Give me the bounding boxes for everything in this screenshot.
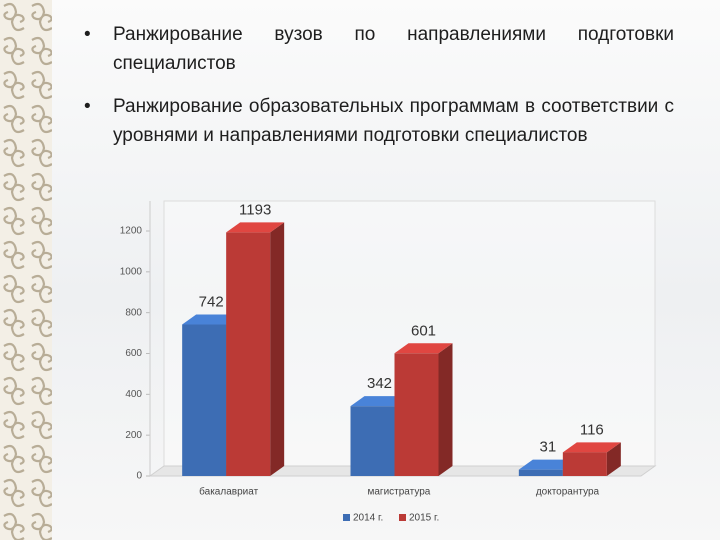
legend-label: 2015 г. [409,513,439,524]
value-label: 601 [411,322,436,339]
bullet: Ранжирование образовательных программам … [84,92,674,150]
bar-top [182,314,241,325]
bar [182,324,227,476]
bar-top [562,442,621,453]
bullet: Ранжирование вузов по направлениями подг… [84,20,674,78]
value-label: 742 [199,293,224,310]
bar-top [350,396,409,407]
value-label: 342 [367,375,392,392]
y-tick-label: 600 [125,348,142,359]
bar-top [518,459,577,470]
value-label: 1193 [239,201,271,218]
y-tick-label: 1000 [120,266,143,277]
ornament-border [0,0,52,540]
bar [226,232,271,476]
bar [518,469,563,476]
ornament [0,0,52,540]
x-tick-label: бакалавриат [199,486,258,498]
bar [350,406,395,476]
y-tick-label: 200 [125,430,142,441]
value-label: 116 [580,421,604,438]
legend-swatch [399,514,406,521]
bar [394,353,439,476]
x-tick-label: магистратура [368,487,431,498]
y-tick-label: 0 [136,471,142,482]
y-tick-label: 800 [125,307,142,318]
x-tick-label: докторантура [536,487,600,498]
bar [562,452,607,476]
legend-swatch [343,514,350,521]
bar-top [394,343,453,354]
legend-label: 2014 г. [353,513,383,524]
bullet-list: Ранжирование вузов по направлениями подг… [84,20,674,164]
bar-side [606,442,621,476]
y-tick-label: 400 [125,389,142,400]
bar-top [226,222,285,233]
bar-side [438,343,453,476]
bar-side [270,222,285,476]
value-label: 31 [539,439,556,456]
y-tick-label: 1200 [120,226,143,237]
